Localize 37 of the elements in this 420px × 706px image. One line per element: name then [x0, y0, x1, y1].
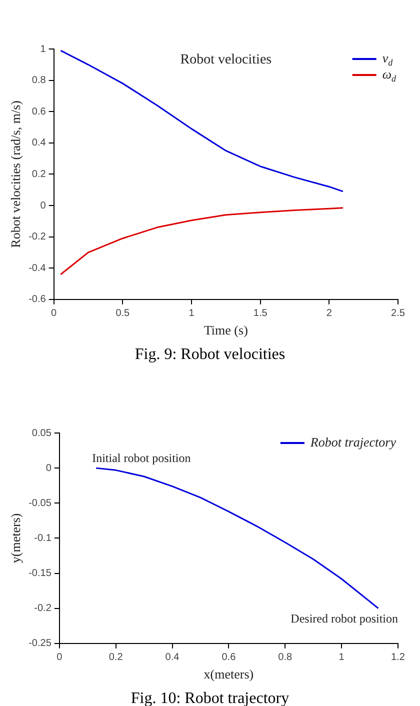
y-tick-label: 0.4 [32, 138, 46, 149]
chart-title: Robot velocities [180, 52, 272, 68]
y-axis-title: y(meters) [8, 513, 24, 564]
y-tick-label: 0 [40, 200, 46, 212]
y-tick-label: -0.05 [28, 498, 52, 509]
y-tick-label: 0.8 [32, 75, 46, 86]
y-tick-label: -0.2 [34, 603, 52, 614]
x-tick-label: 1 [188, 308, 195, 320]
annotation: Initial robot position [92, 451, 191, 466]
x-tick-label: 2.5 [391, 308, 406, 320]
y-tick-label: -0.1 [34, 532, 52, 544]
x-tick-label: 0.2 [108, 652, 124, 664]
x-tick-label: 1.2 [391, 652, 406, 664]
y-tick-label: 0.6 [32, 106, 46, 118]
y-tick-label: 0.2 [32, 168, 46, 180]
x-tick-label: 0.5 [116, 308, 130, 320]
y-tick-label: 0 [46, 462, 52, 474]
x-tick-label: 0.8 [278, 652, 293, 664]
y-axis-title: Robot velocities (rad/s, m/s) [8, 100, 24, 248]
y-tick-label: 1 [40, 44, 46, 55]
x-axis-title: x(meters) [204, 666, 254, 682]
y-tick-label: -0.25 [28, 638, 52, 650]
y-tick-label: -0.4 [28, 262, 46, 274]
x-tick-label: 1 [338, 652, 345, 664]
x-tick-label: 0.6 [222, 652, 236, 664]
x-tick-label: 0 [56, 652, 63, 664]
x-tick-label: 0.4 [165, 652, 180, 664]
y-tick-label: -0.2 [28, 232, 46, 243]
legend-label: Robot trajectory [309, 434, 396, 450]
x-tick-label: 2 [326, 308, 332, 320]
x-axis-title: Time (s) [204, 322, 248, 338]
annotation: Desired robot position [290, 611, 398, 626]
y-tick-label: 0.05 [32, 428, 52, 439]
y-tick-label: -0.15 [28, 568, 52, 580]
caption: Fig. 9: Robot velocities [134, 346, 286, 364]
x-tick-label: 1.5 [253, 308, 268, 320]
y-tick-label: -0.6 [28, 294, 46, 306]
